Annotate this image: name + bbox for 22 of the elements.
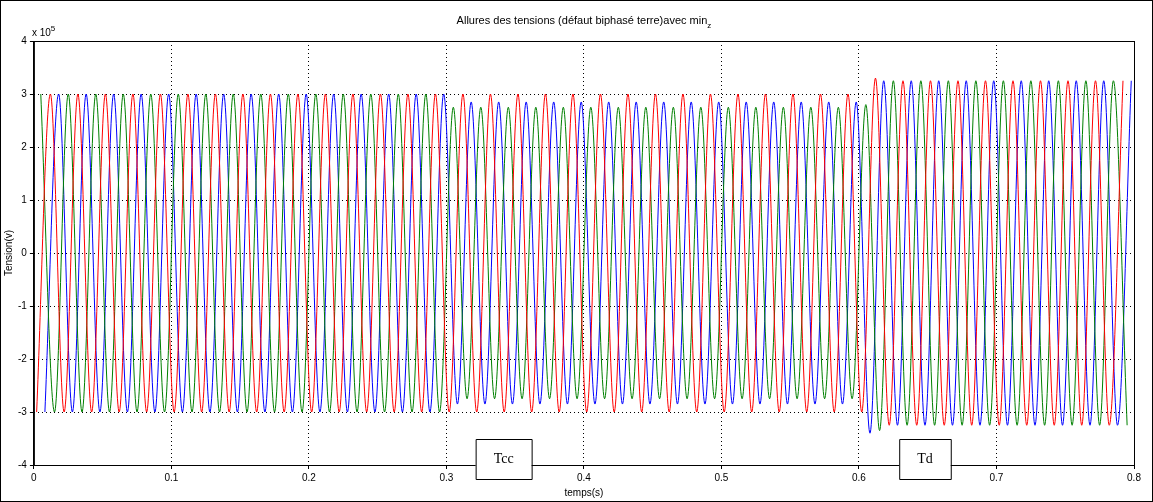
x-tick-label: 0.5: [714, 471, 729, 483]
y-tick-label: -3: [17, 405, 28, 417]
x-tick-label: 0.6: [852, 471, 867, 483]
y-tick-label: -2: [17, 352, 28, 364]
annotation: Tcc: [493, 450, 514, 466]
y-tick-label: 2: [21, 140, 28, 152]
x-tick-label: 0.1: [164, 471, 179, 483]
y-tick-label: -4: [17, 458, 28, 470]
y-tick-label: 0: [21, 246, 28, 258]
x-tick-label: 0.2: [301, 471, 317, 483]
y-tick-label: 1: [21, 193, 28, 205]
x-tick-label: 0.4: [576, 471, 592, 483]
y-axis-title: Tension(v): [2, 229, 14, 277]
y-tick-label: 3: [21, 87, 28, 99]
x-tick-label: 0.7: [989, 471, 1004, 483]
x-tick-label: 0: [31, 471, 38, 483]
y-tick-label: -1: [17, 299, 28, 311]
annotation: Td: [917, 450, 933, 466]
y-tick-label: 4: [21, 34, 28, 46]
x-tick-label: 0.3: [439, 471, 454, 483]
x-axis-title: temps(s): [564, 486, 604, 498]
x-tick-label: 0.8: [1127, 471, 1142, 483]
